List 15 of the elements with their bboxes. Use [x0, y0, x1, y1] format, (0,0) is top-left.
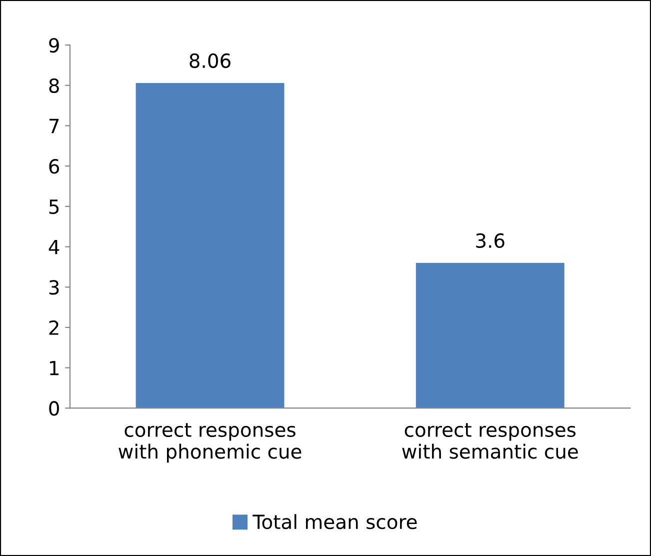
y-tick-label: 3 [49, 280, 59, 295]
y-tick-label: 5 [49, 200, 59, 214]
y-tick-label: 6 [49, 159, 60, 174]
y-tick-label: 1 [50, 360, 58, 376]
y-tick-label: 2 [49, 320, 58, 335]
y-tick-label: 4 [48, 240, 60, 254]
data-label: 8.06 [190, 53, 230, 68]
y-tick-label: 9 [49, 38, 59, 53]
legend-label: Total mean score [252, 514, 417, 530]
y-tick-label: 7 [49, 118, 59, 134]
data-label: 3.6 [476, 233, 504, 248]
y-tick-label: 0 [49, 401, 59, 416]
y-tick-label: 8 [49, 78, 59, 94]
x-tick-label: correct responses with phonemic cue [118, 423, 302, 463]
x-tick-label: correct responses with semantic cue [402, 423, 578, 459]
